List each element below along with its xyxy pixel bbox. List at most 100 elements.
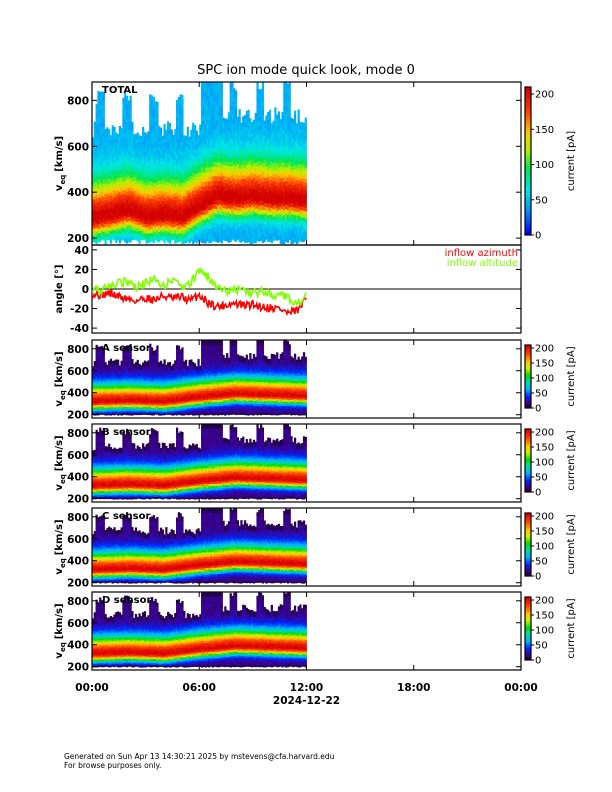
spectrogram-cell xyxy=(262,106,264,111)
legend-entry: inflow altitude xyxy=(447,258,518,269)
colorbar-swatch xyxy=(525,113,531,117)
spectrogram-cell xyxy=(164,124,166,128)
y-tick-label: -40 xyxy=(70,323,89,335)
spectrogram-cell xyxy=(249,118,251,122)
colorbar-swatch xyxy=(525,187,531,191)
spectrogram-cell xyxy=(305,139,307,143)
spectrogram-cell xyxy=(274,107,276,111)
spectrogram-cell xyxy=(305,200,307,204)
spectrogram-cell xyxy=(278,111,280,115)
spectrogram-cell xyxy=(305,189,307,193)
spectrogram-cell xyxy=(305,218,307,222)
spectrogram-cell xyxy=(262,87,264,92)
spectrogram-cell xyxy=(103,105,105,110)
spectrogram-cell xyxy=(305,179,307,183)
spectrogram-cell xyxy=(181,104,183,109)
spectrogram-cell xyxy=(305,229,307,233)
spectrogram-cell xyxy=(262,96,264,101)
spectrogram-cell xyxy=(221,82,223,87)
colorbar-swatch xyxy=(525,205,531,209)
spectrogram-cell xyxy=(181,130,183,135)
spectrogram-cell xyxy=(156,114,158,119)
spectrogram-cell xyxy=(298,109,300,113)
spectrogram-cell xyxy=(305,182,307,186)
colorbar-swatch xyxy=(525,209,531,213)
colorbar-tick-label: 0 xyxy=(535,231,541,242)
spectrogram-cell xyxy=(160,128,162,132)
spectrogram-cell xyxy=(138,240,140,244)
colorbar-tick-label: 200 xyxy=(535,90,554,101)
spectrogram-cell xyxy=(103,101,105,106)
spectrogram-cell xyxy=(305,125,307,129)
colorbar-swatch xyxy=(525,135,531,139)
spectrogram-cell xyxy=(305,207,307,211)
colorbar-swatch xyxy=(525,150,531,154)
spectrogram-cell xyxy=(181,108,183,113)
spectrogram-cell xyxy=(221,91,223,96)
series-line-inflow-azimuth xyxy=(92,290,307,314)
spectrogram-cell xyxy=(305,193,307,197)
spectrogram-cell xyxy=(105,240,107,244)
spectrogram-cell xyxy=(130,113,132,118)
spectrogram-cell xyxy=(305,136,307,140)
colorbar-swatch xyxy=(525,154,531,158)
spectrogram-cell xyxy=(305,204,307,208)
spectrogram-cell xyxy=(130,96,132,101)
y-axis-label-units: [km/s] xyxy=(54,136,65,172)
spectrogram-cell xyxy=(289,96,291,101)
colorbar-tick-label: 50 xyxy=(535,195,548,206)
colorbar-swatch xyxy=(525,183,531,187)
spectrogram-cell xyxy=(262,115,264,120)
spectrogram-cell xyxy=(181,100,183,105)
spectrogram-cell xyxy=(221,110,223,115)
spectrogram-cell xyxy=(187,127,189,131)
spectrogram-cell xyxy=(289,110,291,115)
spectrogram-cell xyxy=(221,106,223,111)
y-tick-label: 800 xyxy=(67,95,89,107)
colorbar-swatch xyxy=(525,220,531,224)
spectrogram-cell xyxy=(262,82,264,87)
colorbar-label: current [pA] xyxy=(566,131,577,191)
colorbar-swatch xyxy=(525,217,531,221)
spectrogram-cell xyxy=(305,128,307,132)
colorbar-swatch xyxy=(525,168,531,172)
figure-title: SPC ion mode quick look, mode 0 xyxy=(197,63,415,78)
spectrogram-cell xyxy=(113,127,115,131)
spectrogram-cell xyxy=(305,157,307,161)
spectrogram-cell xyxy=(294,118,296,122)
panel-angle: 40200-20-40inflow azimuthinflow altitude… xyxy=(54,245,521,335)
spectrogram-cell xyxy=(221,96,223,101)
spectrogram-cell xyxy=(117,360,119,362)
spectrogram-cell xyxy=(294,114,296,118)
spectrogram-cell xyxy=(105,362,107,364)
spectrogram-cell xyxy=(298,113,300,117)
spectrogram-cell xyxy=(305,118,307,122)
spectrogram-cell xyxy=(305,143,307,147)
spectrogram-cell xyxy=(110,359,112,361)
spectrogram-cell xyxy=(181,121,183,126)
colorbar-swatch xyxy=(525,161,531,165)
y-tick-label: 40 xyxy=(74,245,89,257)
spectrogram-cell xyxy=(160,131,162,135)
spectrogram-cell xyxy=(305,211,307,215)
spectrogram-cell xyxy=(262,92,264,97)
y-tick-label: 20 xyxy=(74,264,89,276)
colorbar-swatch xyxy=(525,102,531,106)
y-axis-label: veq[km/s] xyxy=(54,136,67,191)
spectrogram-cell xyxy=(235,104,237,109)
colorbar-swatch xyxy=(525,131,531,135)
spectrogram-cell xyxy=(289,105,291,110)
colorbar-tick-label: 150 xyxy=(535,125,554,136)
colorbar-swatch xyxy=(525,106,531,110)
spectrogram-cell xyxy=(269,114,271,118)
y-axis-label: angle [°] xyxy=(54,265,65,314)
spectrogram-cell xyxy=(196,130,198,134)
spectrogram-cell xyxy=(248,110,250,114)
colorbar-swatch xyxy=(525,143,531,147)
spectrogram-cell xyxy=(289,82,291,87)
spectrogram-cell xyxy=(131,122,133,126)
colorbar-swatch xyxy=(525,165,531,169)
y-tick-label: -20 xyxy=(70,304,89,316)
spectrogram-cell xyxy=(131,129,133,133)
